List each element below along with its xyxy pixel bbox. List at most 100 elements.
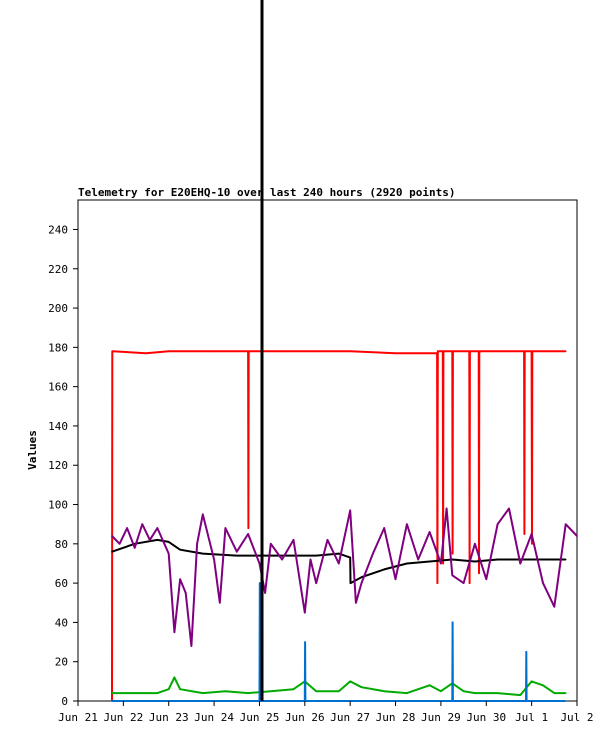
data-point (349, 680, 352, 683)
y-tick-label: 220 (48, 263, 68, 276)
data-point (126, 527, 128, 529)
x-tick-label: Jun 21 (58, 711, 98, 724)
data-point (530, 533, 533, 535)
data-point (202, 692, 204, 694)
data-point (111, 700, 113, 702)
data-point (111, 535, 113, 537)
data-point (451, 552, 454, 555)
data-point (478, 350, 481, 353)
data-point (304, 641, 306, 643)
data-point (179, 548, 181, 551)
data-point (247, 692, 249, 694)
data-point (315, 690, 318, 692)
y-tick-label: 140 (48, 420, 68, 433)
data-point (247, 533, 249, 535)
data-point (149, 539, 151, 541)
data-point (219, 602, 221, 604)
data-point (173, 631, 176, 633)
y-tick-label: 0 (61, 695, 68, 708)
data-point (179, 688, 181, 690)
data-point (349, 350, 352, 353)
data-point (349, 509, 352, 512)
data-point (281, 350, 283, 353)
data-point (428, 531, 431, 533)
data-point (360, 576, 363, 578)
data-point (349, 582, 352, 584)
y-tick-label: 60 (55, 577, 68, 590)
data-point (383, 690, 386, 692)
series-line-3 (111, 507, 578, 647)
data-point (394, 352, 397, 355)
data-point (451, 621, 454, 624)
data-point (564, 523, 567, 525)
data-point (531, 350, 534, 353)
data-point (292, 554, 295, 557)
data-point (531, 543, 533, 545)
data-point (553, 692, 556, 694)
data-point (474, 560, 476, 563)
data-point (437, 350, 439, 353)
x-tick-label: Jul 2 (560, 711, 593, 724)
data-point (338, 552, 340, 555)
data-point (355, 602, 357, 604)
data-point (542, 582, 544, 584)
data-point (247, 350, 250, 353)
y-tick-label: 40 (55, 616, 68, 629)
data-point (542, 558, 544, 561)
data-point (315, 582, 318, 584)
data-point (213, 350, 215, 353)
y-axis-title: Values (26, 430, 39, 470)
data-point (292, 539, 295, 541)
data-point (236, 554, 238, 557)
data-point (452, 700, 454, 702)
data-point (440, 690, 442, 692)
series-line-5 (112, 582, 566, 702)
data-point (224, 690, 227, 692)
data-point (474, 543, 476, 545)
data-point (304, 611, 306, 614)
x-tick-label: Jun 25 (240, 711, 280, 724)
data-point (406, 692, 408, 694)
data-point (167, 541, 170, 543)
data-point (338, 690, 340, 692)
data-point (474, 692, 476, 694)
data-point (224, 527, 227, 529)
data-point (519, 562, 522, 565)
data-point (576, 535, 578, 537)
data-point (451, 574, 454, 577)
data-point (281, 558, 283, 561)
data-point (196, 543, 198, 545)
data-point (258, 562, 261, 565)
chart-title: Telemetry for E20EHQ-10 over last 240 ho… (78, 186, 456, 199)
data-point (259, 582, 261, 584)
data-point (309, 558, 312, 561)
data-point (452, 350, 454, 353)
data-point (167, 350, 170, 353)
data-point (167, 688, 170, 690)
data-point (417, 558, 420, 561)
data-point (406, 562, 408, 565)
data-point (442, 562, 444, 565)
data-point (167, 552, 170, 555)
y-axis: 0 20 40 60 80 100 120 140 160 180 200 220 240 (48, 223, 78, 708)
x-tick-label: Jun 22 (103, 711, 143, 724)
x-axis: Jun 21 Jun 22 Jun 23 Jun 24 Jun 25 Jun 26 Jun … (58, 701, 594, 724)
x-tick-label: Jun 29 (421, 711, 461, 724)
series-layer (111, 350, 578, 702)
data-point (133, 547, 136, 549)
data-point (383, 527, 386, 529)
data-point (462, 690, 465, 692)
y-tick-label: 120 (48, 459, 68, 472)
data-point (496, 692, 499, 694)
data-point (496, 523, 499, 525)
x-tick-label: Jun 26 (285, 711, 325, 724)
data-point (190, 645, 193, 647)
data-point (315, 350, 318, 353)
data-point (394, 578, 397, 580)
data-point (202, 513, 204, 516)
data-point (372, 552, 374, 555)
data-point (525, 651, 528, 653)
data-point (349, 556, 352, 559)
data-point (315, 554, 318, 557)
y-tick-label: 200 (48, 302, 68, 315)
